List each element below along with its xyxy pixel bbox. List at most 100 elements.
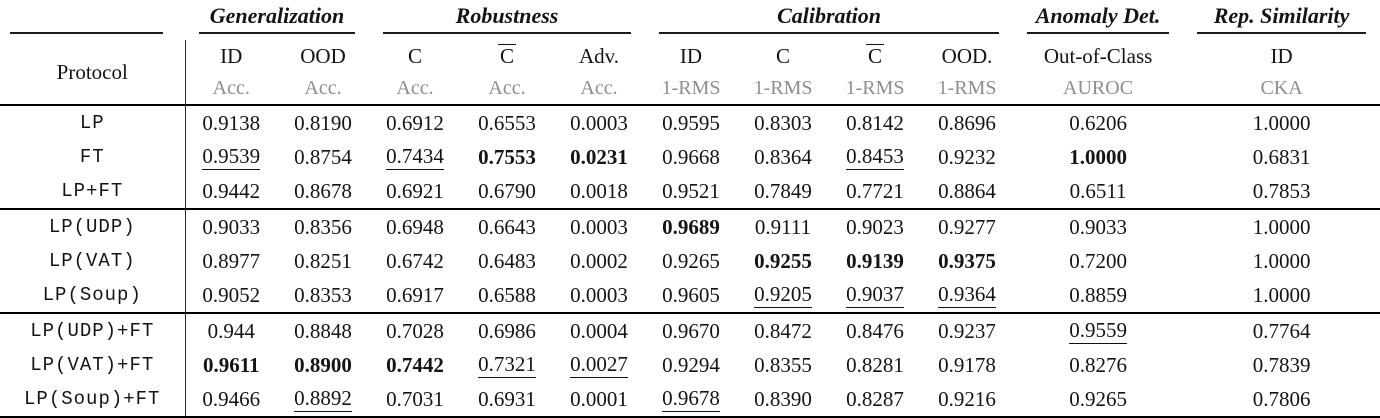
- value-cell: 1.0000: [1183, 244, 1380, 278]
- group-header-row: Generalization Robustness Calibration Anoma…: [0, 0, 1380, 40]
- value: 0.7806: [1252, 386, 1311, 411]
- value: 0.9033: [1069, 214, 1127, 239]
- value-cell: 0.8453: [829, 140, 921, 174]
- value-cell: 0.9364: [921, 278, 1014, 314]
- value-cell: 0.0027: [553, 348, 645, 382]
- value: 0.8390: [754, 386, 812, 411]
- value-cell: 0.7839: [1183, 348, 1380, 382]
- column-header: ID: [185, 40, 277, 73]
- value: 0.8754: [294, 144, 352, 169]
- value-cell: 0.9277: [921, 209, 1013, 244]
- value: 0.8190: [294, 110, 352, 135]
- value-cell: 0.9689: [645, 209, 737, 244]
- value-cell: 0.8353: [277, 278, 369, 314]
- value: 0.9178: [938, 352, 996, 377]
- column-label-overline: C: [497, 44, 516, 68]
- value-cell: 0.7028: [369, 313, 461, 348]
- column-label-overline: C: [866, 44, 885, 68]
- value: 0.6831: [1252, 144, 1311, 169]
- value-cell: 0.6742: [369, 244, 461, 278]
- column-label: ID: [220, 44, 243, 68]
- value: 0.9033: [202, 214, 261, 239]
- value-cell: 0.0001: [553, 382, 646, 418]
- value-cell: 0.7849: [737, 174, 830, 210]
- value-cell: 0.9216: [921, 382, 1014, 418]
- value: 0.9232: [938, 144, 996, 169]
- value: 0.9294: [662, 352, 720, 377]
- value-cell: 0.8476: [829, 313, 921, 348]
- value-cell: 0.6588: [461, 278, 553, 314]
- value: 0.8864: [938, 178, 996, 203]
- value: 0.6206: [1069, 110, 1127, 135]
- value: 0.9265: [1069, 386, 1127, 411]
- value: 0.8287: [846, 386, 904, 411]
- value: 0.6588: [478, 282, 536, 307]
- column-subheader: Acc.: [553, 73, 646, 106]
- value-cell: 0.9559: [1013, 313, 1183, 348]
- value-cell: 0.6790: [461, 174, 553, 210]
- value-cell: 0.8696: [921, 105, 1013, 140]
- value: 0.6931: [478, 386, 536, 411]
- value: 0.6511: [1069, 178, 1127, 203]
- value: 0.7721: [846, 178, 904, 203]
- value: 0.9678: [662, 386, 720, 412]
- value: 0.8251: [294, 248, 352, 273]
- value: 0.6553: [478, 110, 536, 135]
- value-cell: 0.9033: [1013, 209, 1183, 244]
- value: 0.9521: [662, 178, 720, 203]
- value-cell: 0.7853: [1183, 174, 1380, 210]
- value: 0.8892: [294, 386, 352, 412]
- value: 0.6986: [478, 318, 536, 343]
- column-subheader: Acc.: [185, 73, 277, 106]
- group-rule: [1197, 32, 1367, 34]
- value-cell: 0.0002: [553, 244, 645, 278]
- table-row: LP(UDP)+FT 0.944 0.8848 0.7028 0.6986 0.0004 0…: [0, 313, 1380, 348]
- value-cell: 0.7721: [829, 174, 922, 210]
- value-cell: 0.8142: [829, 105, 921, 140]
- table-row: LP(Soup)+FT 0.9466 0.8892 0.7031 0.6931 0.000…: [0, 382, 1380, 418]
- value-cell: 0.9033: [185, 209, 277, 244]
- value: 0.9037: [846, 282, 904, 308]
- column-header: ID: [645, 40, 737, 73]
- value: 0.8472: [754, 318, 812, 343]
- value: 0.9670: [662, 318, 720, 343]
- value: 0.8678: [294, 178, 352, 203]
- value: 0.0003: [570, 214, 628, 239]
- value-cell: 0.9595: [645, 105, 737, 140]
- value: 0.944: [207, 318, 255, 343]
- table-row: LP(UDP) 0.9033 0.8356 0.6948 0.6643 0.0003 0.9…: [0, 209, 1380, 244]
- value-cell: 0.9037: [829, 278, 922, 314]
- column-label: Out-of-Class: [1043, 44, 1153, 68]
- value: 0.9255: [754, 248, 812, 273]
- column-subheader: 1-RMS: [645, 73, 738, 106]
- value: 0.7442: [386, 352, 444, 377]
- value-cell: 0.8281: [829, 348, 921, 382]
- value: 0.7028: [386, 318, 444, 343]
- value: 0.9023: [846, 214, 904, 239]
- value-cell: 0.6643: [461, 209, 553, 244]
- value: 1.0000: [1252, 248, 1311, 273]
- value: 0.6912: [386, 110, 444, 135]
- value: 0.8353: [294, 282, 352, 307]
- value: 0.7553: [478, 144, 536, 169]
- row-label: LP(UDP)+FT: [0, 313, 186, 348]
- value-cell: 0.7442: [369, 348, 461, 382]
- column-subheader: AUROC: [1013, 73, 1184, 106]
- table-header: Generalization Robustness Calibration Anoma…: [0, 0, 1380, 106]
- row-label: LP(UDP): [0, 209, 186, 244]
- value: 0.7764: [1252, 318, 1311, 343]
- value: 0.6483: [478, 248, 536, 273]
- value-cell: 0.8864: [921, 174, 1014, 210]
- value: 0.8364: [754, 144, 812, 169]
- value: 0.6790: [478, 178, 536, 203]
- value-cell: 0.6912: [369, 105, 461, 140]
- value: 0.8276: [1069, 352, 1127, 377]
- value-cell: 0.9255: [737, 244, 829, 278]
- row-label: LP(Soup)+FT: [0, 382, 186, 418]
- value-cell: 0.6511: [1013, 174, 1184, 210]
- row-label: LP(VAT): [0, 244, 186, 278]
- group-header-calibration: Calibration: [645, 0, 1013, 40]
- value: 1.0000: [1252, 110, 1311, 135]
- value-cell: 1.0000: [1183, 209, 1380, 244]
- value-cell: 0.9442: [185, 174, 277, 210]
